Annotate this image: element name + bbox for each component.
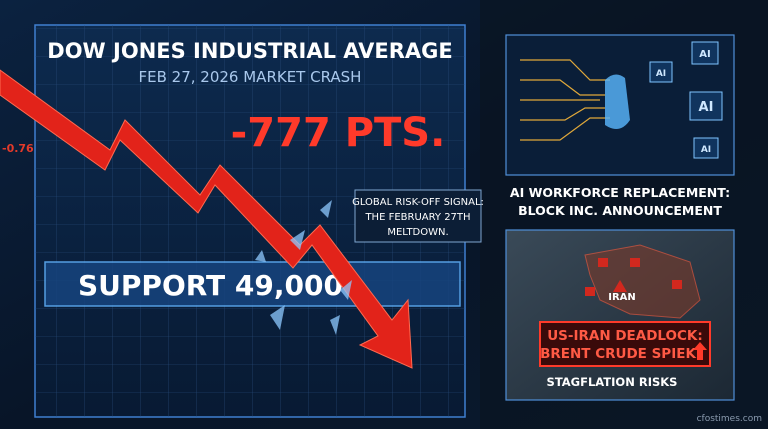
source: cfostimes.com (697, 414, 762, 424)
ticker: -0.76 (2, 142, 34, 155)
chip-label: AI (656, 69, 666, 79)
callout-box (354, 189, 482, 243)
digital-hand (605, 74, 630, 129)
chip-label: AI (699, 49, 710, 60)
alert-line: US-IRAN DEADLOCK: (547, 328, 703, 344)
support-band (44, 261, 461, 307)
callout-line: THE FEBRUARY 27TH (364, 212, 470, 223)
crash-arrow (0, 69, 413, 369)
panel-title: DOW JONES INDUSTRIAL AVERAGE (47, 39, 452, 63)
alert-box (539, 321, 711, 367)
map-icons (585, 258, 682, 296)
ai-caption: AI WORKFORCE REPLACEMENT: (510, 185, 730, 200)
ai-chips (649, 41, 723, 159)
panel-subtitle: FEB 27, 2026 MARKET CRASH (139, 68, 362, 86)
callout-line: GLOBAL RISK-OFF SIGNAL: (352, 197, 484, 208)
chip-label: AI (699, 100, 714, 115)
iran-panel: IRAN US-IRAN DEADLOCK: BRENT CRUDE SPIEK… (505, 229, 735, 401)
ai-panel: AI AI AI AI AI WORKFORCE REPLACEMENT: BL… (505, 34, 735, 218)
map-label: IRAN (608, 292, 636, 303)
alert-line: BRENT CRUDE SPIEK (540, 346, 696, 362)
support-label: SUPPORT 49,000 (78, 269, 343, 302)
main-panel: DOW JONES INDUSTRIAL AVERAGE FEB 27, 202… (0, 24, 484, 418)
points-drop: -777 PTS. (231, 110, 446, 156)
up-arrow (693, 342, 707, 360)
glass-shards (255, 200, 352, 335)
iran-caption: STAGFLATION RISKS (547, 375, 678, 389)
callout-line: MELTDOWN. (387, 227, 448, 238)
circuit-traces (520, 59, 610, 141)
chip-label: AI (701, 145, 711, 155)
iran-region (584, 244, 701, 319)
ai-caption: BLOCK INC. ANNOUNCEMENT (518, 203, 722, 218)
